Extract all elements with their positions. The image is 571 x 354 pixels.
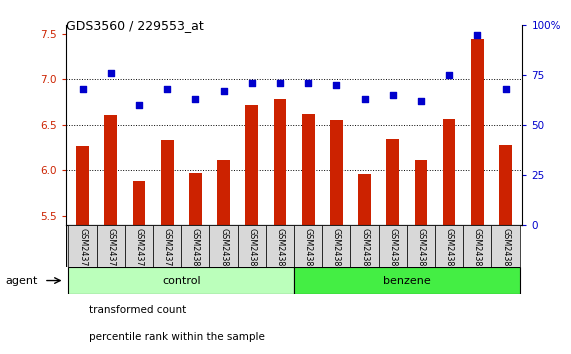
Bar	[69, 225, 96, 267]
Text: GSM243805: GSM243805	[332, 228, 341, 277]
Point	[134, 102, 143, 108]
Bar	[69, 267, 294, 294]
Bar	[499, 145, 512, 225]
Bar	[246, 105, 258, 225]
Text: GSM243797: GSM243797	[106, 228, 115, 277]
Bar	[161, 140, 174, 225]
Text: agent: agent	[6, 276, 38, 286]
Bar	[387, 139, 399, 225]
Text: benzene: benzene	[383, 275, 431, 286]
Point	[416, 98, 425, 104]
Bar	[266, 225, 294, 267]
Text: GSM243811: GSM243811	[501, 228, 510, 276]
Point	[360, 96, 369, 102]
Bar	[330, 120, 343, 225]
Bar	[104, 115, 117, 225]
Bar	[181, 225, 210, 267]
Point	[247, 80, 256, 86]
Point	[445, 72, 454, 78]
Text: GSM243802: GSM243802	[247, 228, 256, 277]
Text: GSM243809: GSM243809	[445, 228, 453, 277]
Bar	[153, 225, 181, 267]
Bar	[351, 225, 379, 267]
Point	[106, 70, 115, 76]
Bar	[238, 225, 266, 267]
Point	[191, 96, 200, 102]
Bar	[274, 99, 286, 225]
Bar	[492, 225, 520, 267]
Bar	[132, 181, 146, 225]
Point	[501, 86, 510, 92]
Text: control: control	[162, 275, 200, 286]
Text: GSM243803: GSM243803	[275, 228, 284, 276]
Text: GDS3560 / 229553_at: GDS3560 / 229553_at	[66, 19, 203, 33]
Point	[219, 88, 228, 93]
Text: GSM243810: GSM243810	[473, 228, 482, 276]
Bar	[217, 160, 230, 225]
Bar	[471, 39, 484, 225]
Text: GSM243807: GSM243807	[388, 228, 397, 277]
Bar	[210, 225, 238, 267]
Bar	[415, 160, 427, 225]
Bar	[189, 173, 202, 225]
Bar	[302, 114, 315, 225]
Bar	[294, 225, 322, 267]
Bar	[358, 174, 371, 225]
Text: GSM243808: GSM243808	[416, 228, 425, 276]
Bar	[463, 225, 492, 267]
Text: GSM243800: GSM243800	[191, 228, 200, 276]
Bar	[96, 225, 125, 267]
Point	[78, 86, 87, 92]
Point	[388, 92, 397, 98]
Bar	[435, 225, 463, 267]
Text: GSM243796: GSM243796	[78, 228, 87, 277]
Text: GSM243801: GSM243801	[219, 228, 228, 276]
Text: GSM243799: GSM243799	[163, 228, 172, 277]
Text: percentile rank within the sample: percentile rank within the sample	[89, 332, 264, 342]
Point	[332, 82, 341, 88]
Bar	[322, 225, 351, 267]
Bar	[294, 267, 520, 294]
Text: GSM243806: GSM243806	[360, 228, 369, 276]
Text: GSM243804: GSM243804	[304, 228, 313, 276]
Bar	[125, 225, 153, 267]
Point	[473, 32, 482, 38]
Bar	[407, 225, 435, 267]
Point	[304, 80, 313, 86]
Bar	[77, 146, 89, 225]
Text: transformed count: transformed count	[89, 305, 186, 315]
Bar	[379, 225, 407, 267]
Bar	[443, 119, 456, 225]
Text: GSM243798: GSM243798	[135, 228, 143, 277]
Point	[275, 80, 284, 86]
Point	[163, 86, 172, 92]
